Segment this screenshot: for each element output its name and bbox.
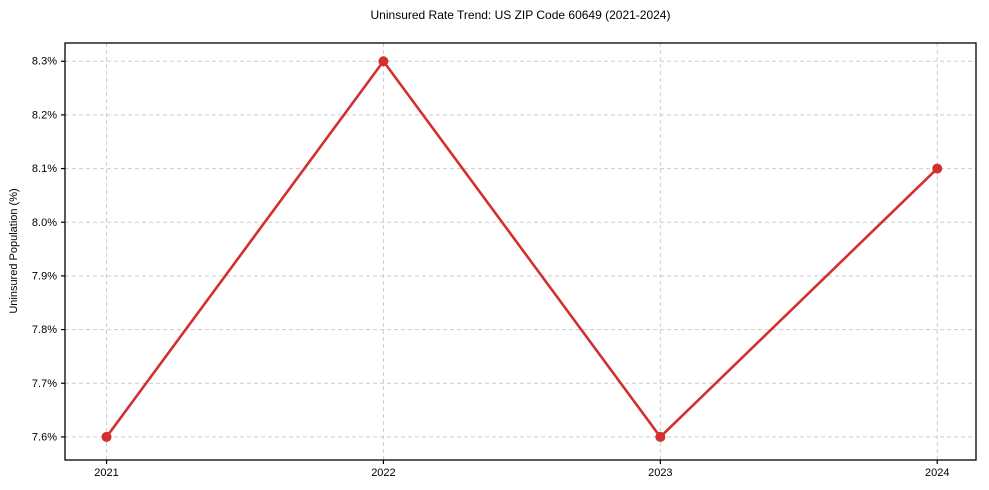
data-point-marker — [101, 431, 112, 442]
data-point-marker — [932, 163, 943, 174]
y-tick-label: 8.2% — [32, 109, 57, 121]
trend-line — [105, 59, 939, 439]
data-point-marker — [378, 56, 389, 67]
x-tick-label: 2023 — [648, 467, 672, 479]
data-point-marker — [655, 431, 666, 442]
y-axis-label: Uninsured Population (%) — [8, 188, 20, 314]
y-tick-label: 7.8% — [32, 324, 57, 336]
plot-border — [64, 42, 977, 461]
x-tick-label: 2024 — [925, 467, 949, 479]
x-tick-label: 2021 — [94, 467, 118, 479]
y-tick-label: 7.9% — [32, 270, 57, 282]
y-tick-label: 7.6% — [32, 431, 57, 443]
y-tick-label: 7.7% — [32, 378, 57, 390]
y-tick-label: 8.0% — [32, 217, 57, 229]
y-tick-label: 8.3% — [32, 56, 57, 68]
y-tick-label: 8.1% — [32, 163, 57, 175]
x-tick-label: 2022 — [371, 467, 395, 479]
chart-title: Uninsured Rate Trend: US ZIP Code 60649 … — [370, 8, 671, 22]
